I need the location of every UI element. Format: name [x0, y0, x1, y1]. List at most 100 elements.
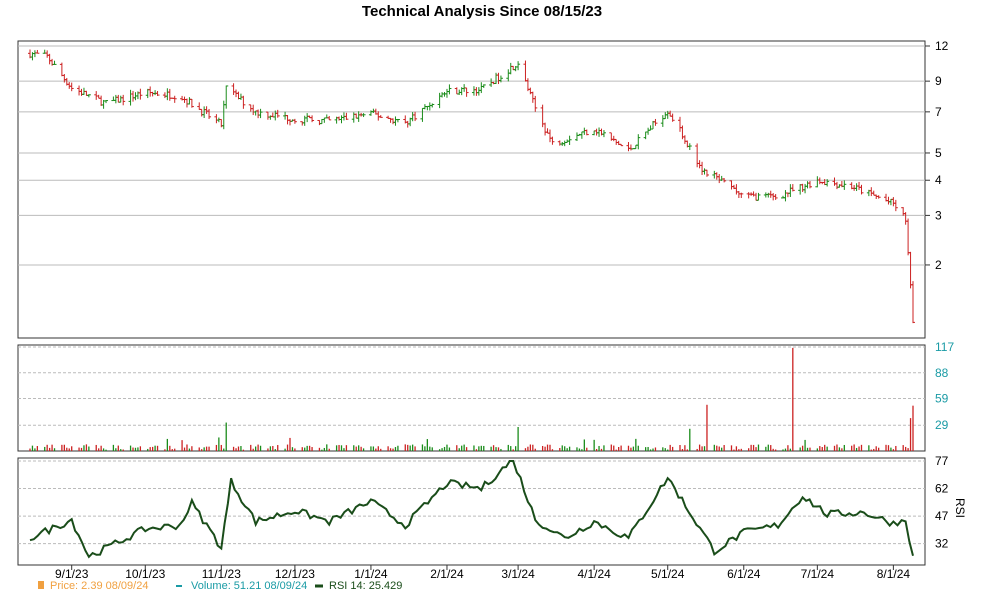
ohlc-bar	[207, 108, 212, 119]
rsi-axis-ticks: 32 47 62 77	[935, 454, 949, 551]
rsi-line	[29, 460, 914, 559]
ohlc-bar	[395, 118, 400, 123]
ohlc-bar	[842, 180, 847, 190]
ohlc-bar	[722, 178, 727, 183]
ohlc-bar	[550, 136, 555, 145]
ohlc-bar	[52, 60, 57, 65]
ohlc-bar	[241, 95, 246, 109]
price-panel	[17, 40, 926, 339]
ohlc-bar	[481, 84, 486, 88]
ohlc-bar	[430, 103, 435, 108]
volume-bars	[29, 347, 914, 451]
price-ohlc-bars	[28, 49, 915, 324]
ohlc-bar	[825, 179, 830, 187]
volume-tick-label: 29	[935, 418, 949, 432]
ohlc-bar	[292, 118, 297, 124]
chart-legend: Price: 2.39 08/09/24 Volume: 51.21 08/09…	[38, 580, 402, 592]
rsi-tick-label: 62	[935, 482, 949, 496]
ohlc-bar	[35, 49, 40, 54]
ohlc-bar	[344, 112, 349, 120]
price-axis-ticks: 2 3 4 5 7 9 12	[925, 39, 949, 272]
ohlc-bar	[498, 75, 503, 83]
ohlc-bar	[739, 192, 744, 198]
legend-price-swatch	[38, 581, 44, 589]
rsi-gridlines	[18, 460, 925, 545]
x-tick-label: 9/1/23	[55, 567, 89, 581]
x-tick-label: 6/1/24	[727, 567, 761, 581]
ohlc-bar	[619, 143, 624, 147]
price-tick-label: 3	[935, 208, 942, 222]
ohlc-bar	[138, 88, 143, 100]
ohlc-bar	[516, 61, 521, 71]
x-tick-label: 5/1/24	[651, 567, 685, 581]
ohlc-bar	[601, 130, 606, 138]
ohlc-bar	[413, 111, 418, 122]
ohlc-bar	[327, 116, 332, 121]
x-tick-label: 4/1/24	[577, 567, 611, 581]
legend-rsi: RSI 14: 25.429	[329, 580, 402, 592]
ohlc-bar	[258, 108, 263, 119]
x-tick-label: 8/1/24	[877, 567, 911, 581]
x-axis-ticks: 9/1/23 10/1/23 11/1/23 12/1/23 1/1/24 2/1/24 3…	[55, 565, 910, 581]
ohlc-bar	[189, 98, 194, 108]
ohlc-bar	[859, 184, 864, 195]
chart-title: Technical Analysis Since 08/15/23	[362, 3, 602, 20]
ohlc-bar	[533, 95, 538, 112]
volume-panel	[17, 344, 926, 452]
ohlc-bar	[447, 84, 452, 95]
ohlc-bar	[275, 109, 280, 118]
rsi-tick-label: 77	[935, 454, 949, 468]
ohlc-bar	[567, 135, 572, 145]
x-tick-label: 7/1/24	[801, 567, 835, 581]
ohlc-bar	[584, 129, 589, 136]
ohlc-bar	[361, 113, 366, 118]
price-tick-label: 12	[935, 39, 949, 53]
price-tick-label: 9	[935, 74, 942, 88]
ohlc-bar	[464, 87, 469, 97]
price-tick-label: 5	[935, 146, 942, 160]
x-tick-label: 12/1/23	[275, 567, 315, 581]
rsi-axis-label: RSI	[953, 498, 967, 518]
ohlc-bar	[378, 115, 383, 118]
x-tick-label: 1/1/24	[354, 567, 388, 581]
price-tick-label: 4	[935, 173, 942, 187]
ohlc-bar	[893, 199, 898, 212]
legend-price: Price: 2.39 08/09/24	[50, 580, 148, 592]
x-tick-label: 3/1/24	[501, 567, 535, 581]
ohlc-bar	[807, 181, 812, 189]
rsi-tick-label: 47	[935, 509, 949, 523]
x-tick-label: 10/1/23	[125, 567, 165, 581]
price-gridlines	[18, 45, 925, 266]
ohlc-bar	[687, 143, 692, 151]
ohlc-bar	[636, 134, 641, 150]
price-tick-label: 7	[935, 105, 942, 119]
ohlc-bar	[876, 195, 881, 199]
ohlc-bar	[310, 115, 315, 123]
x-tick-label: 11/1/23	[202, 567, 241, 581]
ohlc-bar	[69, 82, 74, 92]
ohlc-bar	[86, 94, 91, 98]
volume-tick-label: 59	[935, 392, 949, 406]
volume-axis-ticks: 29 59 88 117	[935, 340, 954, 432]
volume-gridlines	[18, 346, 925, 426]
ohlc-bar	[773, 194, 778, 200]
ohlc-bar	[704, 169, 709, 177]
ohlc-bar	[104, 100, 109, 104]
ohlc-bar	[653, 118, 658, 126]
volume-tick-label: 88	[935, 366, 949, 380]
ohlc-bar	[911, 281, 915, 324]
x-tick-label: 2/1/24	[430, 567, 464, 581]
ohlc-bar	[155, 91, 160, 96]
ohlc-bar	[756, 192, 761, 201]
chart-panels	[17, 40, 926, 566]
ohlc-bar	[224, 85, 229, 109]
ohlc-bar	[172, 95, 177, 103]
legend-volume: Volume: 51.21 08/09/24	[191, 580, 307, 592]
ohlc-bar	[121, 94, 126, 106]
rsi-tick-label: 32	[935, 537, 949, 551]
volume-tick-label: 117	[935, 340, 954, 354]
rsi-panel	[17, 457, 926, 566]
ohlc-bar	[670, 113, 675, 122]
price-tick-label: 2	[935, 258, 942, 272]
